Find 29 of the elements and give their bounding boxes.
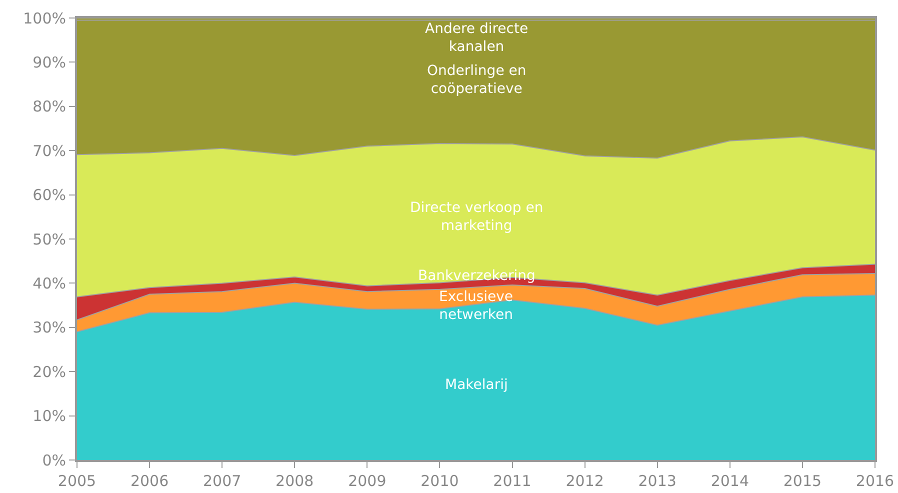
series-label: Andere directe kanalen	[425, 21, 528, 56]
x-tick-label: 2011	[493, 472, 532, 490]
y-tick-label: 50%	[32, 230, 66, 248]
y-tick-label: 80%	[32, 98, 66, 116]
y-tick-label: 0%	[42, 451, 66, 470]
y-tick-label: 10%	[32, 407, 66, 426]
y-tick-label: 20%	[32, 362, 66, 381]
x-tick-label: 2010	[420, 472, 459, 490]
x-tick-label: 2005	[58, 472, 96, 490]
x-tick-label: 2009	[348, 472, 386, 490]
x-tick-label: 2014	[710, 472, 750, 490]
y-tick-label: 30%	[32, 318, 66, 337]
x-tick-label: 2015	[783, 472, 822, 490]
series-label: Makelarij	[445, 377, 508, 393]
x-tick-label: 2016	[856, 472, 894, 490]
x-tick-label: 2013	[638, 472, 676, 490]
y-tick-label: 60%	[32, 186, 66, 204]
x-tick-label: 2006	[130, 472, 169, 490]
y-tick-label: 70%	[32, 142, 66, 160]
y-tick-label: 90%	[32, 53, 66, 72]
y-tick-label: 40%	[32, 274, 66, 292]
x-tick-label: 2012	[566, 472, 604, 490]
x-tick-label: 2007	[202, 472, 242, 490]
y-tick-label: 100%	[23, 9, 66, 28]
series-label: Exclusieve netwerken	[439, 289, 514, 324]
series-label: Onderlinge en coöperatieve	[427, 63, 526, 98]
series-label: Directe verkoop en marketing	[410, 200, 544, 234]
x-tick-label: 2008	[276, 472, 314, 490]
series-label: Bankverzekering	[418, 268, 536, 284]
